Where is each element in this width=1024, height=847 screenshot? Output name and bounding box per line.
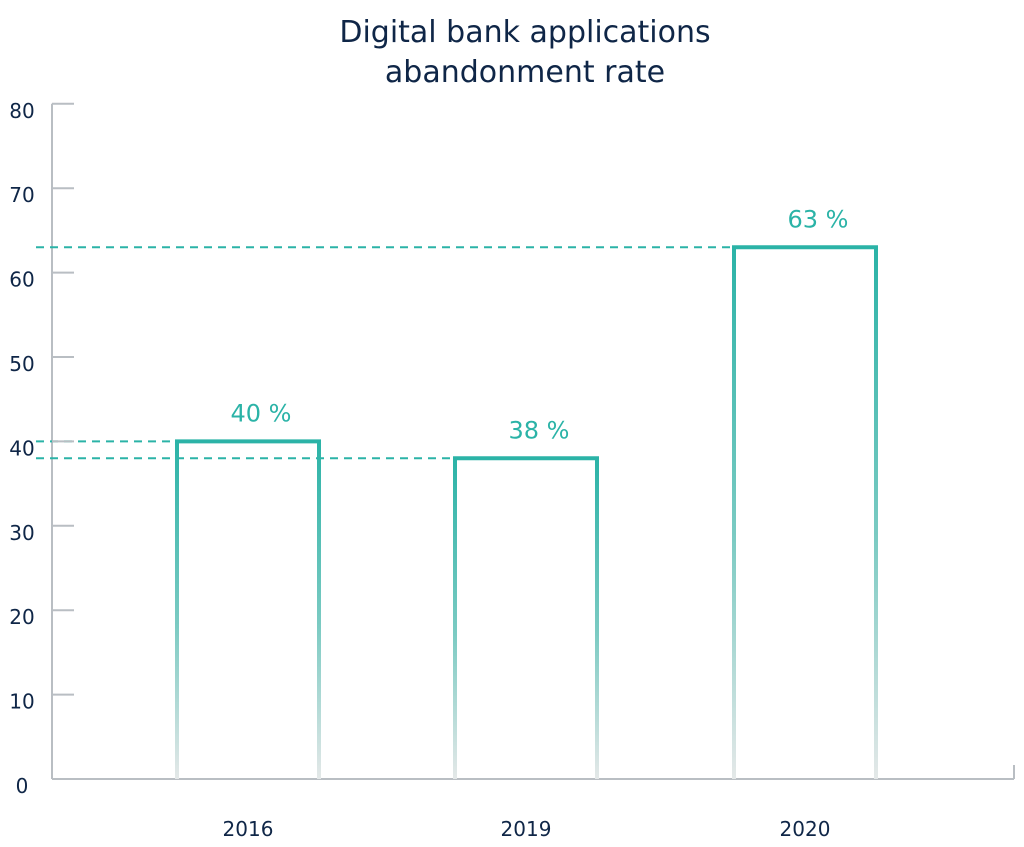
chart-title-line-1: Digital bank applications	[339, 15, 710, 50]
y-tick-label: 60	[9, 268, 34, 292]
y-tick-label: 40	[9, 436, 34, 460]
y-tick-label: 10	[9, 690, 34, 714]
bar-2016	[175, 439, 321, 779]
y-tick-label: 50	[9, 352, 34, 376]
y-tick-label: 80	[9, 99, 34, 123]
data-label: 63 %	[788, 205, 849, 233]
x-tick-label: 2019	[501, 817, 552, 841]
y-axis-ticks: 0 10 20 30 40 50 60 70 80	[9, 99, 74, 798]
bars	[175, 245, 878, 779]
y-tick-label: 0	[16, 774, 29, 798]
data-labels: 40 % 38 % 63 %	[231, 205, 849, 444]
x-tick-label: 2020	[780, 817, 831, 841]
y-tick-label: 70	[9, 183, 34, 207]
reference-lines	[36, 246, 734, 460]
data-label: 38 %	[509, 416, 570, 444]
y-tick-label: 20	[9, 605, 34, 629]
x-tick-label: 2016	[223, 817, 274, 841]
bar-2020	[732, 245, 878, 779]
bar-2019	[453, 456, 599, 779]
data-label: 40 %	[231, 399, 292, 427]
y-tick-label: 30	[9, 521, 34, 545]
chart-title-line-2: abandonment rate	[385, 55, 665, 90]
x-axis-ticks: 2016 2019 2020	[223, 817, 831, 841]
